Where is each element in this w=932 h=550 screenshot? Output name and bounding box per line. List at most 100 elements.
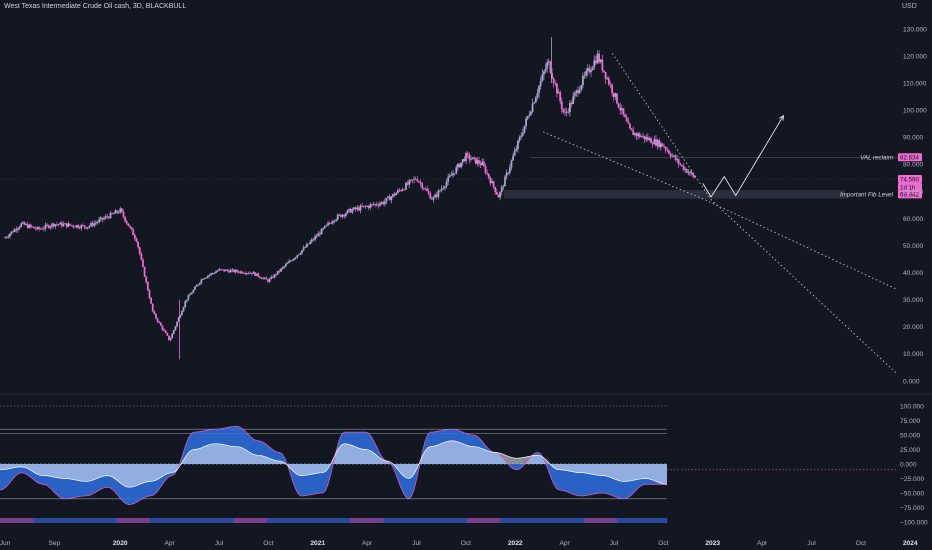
- candle: [445, 178, 448, 189]
- candle: [382, 200, 385, 206]
- candle: [687, 169, 690, 176]
- candle: [46, 222, 49, 227]
- candle-body: [455, 167, 458, 174]
- candle: [617, 102, 620, 109]
- candle: [21, 220, 24, 225]
- candle-body: [168, 335, 170, 341]
- candle-body: [409, 179, 412, 181]
- candle-body: [354, 207, 357, 210]
- candle-body: [525, 118, 527, 126]
- candle: [44, 222, 47, 231]
- candle: [418, 180, 420, 184]
- candle-body: [349, 208, 352, 213]
- candle: [658, 138, 661, 149]
- candle-body: [395, 192, 398, 196]
- candle-body: [491, 181, 493, 184]
- candle: [234, 268, 237, 274]
- candle: [653, 135, 656, 145]
- candle: [302, 245, 305, 252]
- candle: [286, 261, 289, 265]
- y-tick-label: 50.000: [903, 243, 924, 250]
- candle: [632, 126, 635, 136]
- candle-body: [671, 155, 674, 157]
- candle-body: [461, 159, 464, 163]
- candle: [646, 132, 649, 142]
- candle: [338, 213, 341, 216]
- candle: [398, 187, 401, 193]
- candle: [247, 271, 250, 275]
- candle: [228, 269, 230, 274]
- candle: [456, 162, 459, 171]
- candle-body: [153, 311, 156, 315]
- candle: [88, 224, 91, 229]
- candle-body: [672, 155, 675, 157]
- candle: [218, 267, 221, 272]
- candle-body: [151, 303, 154, 312]
- candle-body: [445, 181, 448, 187]
- candle-body: [159, 322, 162, 326]
- candle: [573, 91, 576, 100]
- candle-body: [650, 138, 652, 144]
- candle: [258, 276, 261, 279]
- candle-body: [125, 221, 128, 224]
- candle-body: [336, 214, 339, 220]
- candle-body: [507, 172, 510, 174]
- candle: [161, 325, 164, 332]
- candle-body: [692, 174, 695, 177]
- candle-body: [109, 212, 112, 219]
- candle: [142, 258, 144, 268]
- candle: [207, 275, 209, 279]
- candle-body: [645, 137, 648, 140]
- osc-state-bar: [433, 518, 451, 523]
- candle-body: [556, 83, 558, 94]
- candle: [291, 259, 294, 262]
- candle-body: [515, 148, 518, 151]
- candle-body: [690, 171, 693, 175]
- candle-body: [296, 255, 299, 258]
- candle-body: [263, 277, 266, 279]
- candle: [213, 271, 216, 274]
- y-tick-label: 130.000: [903, 26, 927, 33]
- candle: [643, 135, 646, 144]
- candle: [197, 284, 200, 287]
- candle-body: [33, 226, 36, 229]
- candle: [294, 256, 297, 260]
- osc-state-bar: [166, 518, 184, 523]
- candle-body: [643, 135, 646, 140]
- candle-body: [440, 188, 443, 191]
- candle-body: [255, 273, 258, 276]
- candle-body: [659, 143, 662, 148]
- candle: [18, 225, 21, 231]
- candle: [241, 270, 243, 274]
- candle: [473, 156, 476, 161]
- y-tick-label: 90.000: [903, 135, 924, 142]
- candle-body: [422, 188, 425, 190]
- candle: [202, 278, 204, 280]
- candle-body: [73, 226, 76, 228]
- candle-body: [559, 92, 562, 102]
- candle: [411, 179, 414, 184]
- candle-body: [356, 207, 359, 210]
- candle-body: [320, 228, 323, 235]
- candle-body: [103, 218, 105, 220]
- candle: [166, 332, 169, 337]
- candle: [469, 155, 472, 162]
- candle: [47, 224, 50, 229]
- candle: [536, 88, 539, 101]
- candle: [69, 223, 71, 227]
- candle: [181, 310, 183, 316]
- candle-body: [414, 178, 417, 180]
- candle: [611, 82, 614, 97]
- candle-body: [460, 162, 463, 168]
- candle-body: [101, 217, 104, 220]
- candle: [616, 93, 618, 105]
- candle-body: [385, 197, 388, 202]
- candle: [581, 72, 584, 89]
- candle: [564, 107, 566, 116]
- candle: [90, 221, 92, 228]
- candle: [419, 178, 422, 187]
- candle: [362, 205, 365, 208]
- candle: [10, 231, 13, 236]
- candle-body: [192, 289, 195, 293]
